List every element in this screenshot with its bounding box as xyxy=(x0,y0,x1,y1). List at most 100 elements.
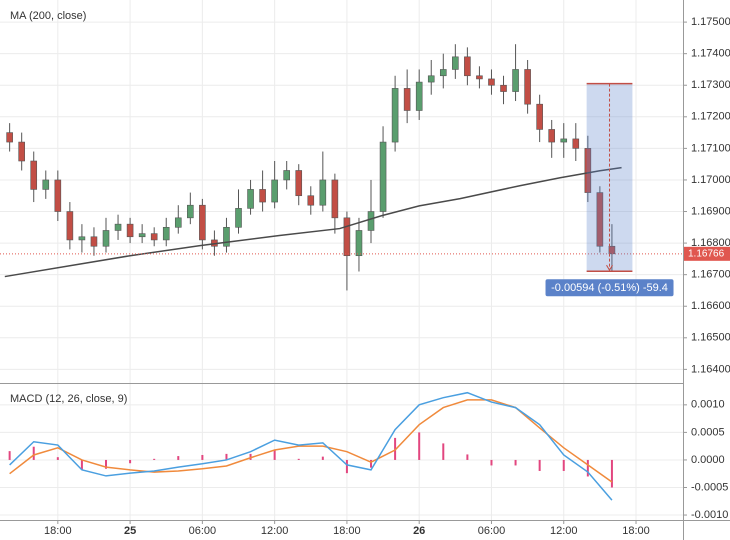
candle-body xyxy=(138,233,146,238)
histogram-bar xyxy=(129,459,132,464)
y-tick-label: 1.16800 xyxy=(691,237,730,249)
candle-body xyxy=(54,179,62,212)
x-tick-label: 25 xyxy=(124,525,136,537)
candle-body xyxy=(415,81,423,111)
histogram-bar xyxy=(225,453,228,460)
y-tick-label: -0.0005 xyxy=(691,481,728,493)
histogram-bar xyxy=(32,446,35,460)
y-tick-label: 1.16700 xyxy=(691,269,730,281)
candle-body xyxy=(18,141,25,162)
histogram-bar xyxy=(153,458,156,460)
candle-body xyxy=(548,129,556,143)
y-tick-label: 1.17100 xyxy=(691,142,730,154)
histogram-bar xyxy=(201,454,204,460)
candle-body xyxy=(488,78,495,86)
histogram-bar xyxy=(466,454,469,460)
candle-body xyxy=(271,179,278,203)
histogram-bar xyxy=(586,459,589,477)
candle-body xyxy=(66,211,74,241)
candle-body xyxy=(403,88,411,111)
measure-box xyxy=(586,83,633,272)
candle-body xyxy=(6,132,13,143)
candle-body xyxy=(259,189,266,203)
candle-body xyxy=(608,245,616,255)
last-price-label: 1.16766 xyxy=(688,248,725,259)
x-tick-label: 12:00 xyxy=(550,525,578,537)
x-tick-label: 12:00 xyxy=(261,525,289,537)
candle-body xyxy=(355,230,363,257)
y-tick-label: -0.0010 xyxy=(691,509,728,521)
candle-body xyxy=(572,138,580,149)
histogram-bar xyxy=(80,459,83,470)
candle-body xyxy=(78,236,86,241)
candle-body xyxy=(367,211,375,231)
candle-body xyxy=(187,204,194,219)
candle-body xyxy=(307,195,315,206)
candle-body xyxy=(223,227,230,247)
y-tick-label: 1.16900 xyxy=(691,205,730,217)
candle-body xyxy=(524,69,531,105)
y-tick-label: 0.0000 xyxy=(691,454,725,466)
candle-body xyxy=(283,170,290,181)
candle-body xyxy=(235,208,242,228)
candle-body xyxy=(476,75,483,80)
macd-line xyxy=(9,391,613,501)
candle-body xyxy=(452,56,459,70)
candle-body xyxy=(162,227,170,241)
candle-body xyxy=(90,236,98,247)
measure-label: -0.00594 (-0.51%) -59.4 xyxy=(551,282,668,294)
candle-body xyxy=(500,84,507,92)
candle-body xyxy=(379,141,387,212)
histogram-bar xyxy=(177,456,180,460)
x-tick-label: 18:00 xyxy=(333,525,361,537)
x-tick-label: 06:00 xyxy=(189,525,217,537)
x-tick-label: 18:00 xyxy=(622,525,650,537)
histogram-bar xyxy=(442,443,445,460)
candle-body xyxy=(199,204,206,241)
macd-legend: MACD (12, 26, close, 9) xyxy=(10,393,127,405)
candle-body xyxy=(42,179,50,190)
candle-body xyxy=(102,230,110,247)
histogram-bar xyxy=(418,432,421,460)
candle-body xyxy=(331,179,339,219)
histogram-bar xyxy=(370,459,373,468)
candle-body xyxy=(295,170,303,197)
x-tick-label: 18:00 xyxy=(44,525,72,537)
candle-body xyxy=(596,192,604,247)
candle-body xyxy=(439,69,447,77)
histogram-bar xyxy=(610,459,613,488)
histogram-bar xyxy=(273,450,276,460)
y-tick-label: 1.16400 xyxy=(691,363,730,375)
candle-body xyxy=(114,223,122,231)
candle-body xyxy=(174,217,182,228)
overlay-layer: 1.16766 -0.00594 (-0.51%) -59.4 xyxy=(0,82,730,297)
candle-body xyxy=(536,103,543,130)
candle-body xyxy=(560,138,568,143)
y-tick-label: 1.17400 xyxy=(691,48,730,60)
histogram-bar xyxy=(345,459,348,474)
histogram-bar xyxy=(321,456,324,460)
histogram-bar xyxy=(8,451,11,460)
y-tick-label: 0.0010 xyxy=(691,399,725,411)
measure-label-box xyxy=(545,279,674,297)
x-tick-label: 06:00 xyxy=(478,525,506,537)
candle-body xyxy=(391,88,399,143)
candle-body xyxy=(343,217,351,257)
y-tick-label: 1.17200 xyxy=(691,111,730,123)
candle-body xyxy=(584,148,592,193)
histogram-bar xyxy=(514,459,517,466)
y-tick-label: 1.17500 xyxy=(691,16,730,28)
candle-body xyxy=(150,233,158,241)
y-tick-label: 1.17300 xyxy=(691,79,730,91)
histogram-bar xyxy=(394,437,397,460)
ma-line xyxy=(4,166,622,278)
histogram-bar xyxy=(105,459,108,469)
x-tick-label: 26 xyxy=(413,525,425,537)
candle-body xyxy=(30,160,38,190)
y-tick-label: 0.0005 xyxy=(691,426,725,438)
histogram-bar xyxy=(249,453,252,460)
y-tick-label: 1.16600 xyxy=(691,300,730,312)
candle-body xyxy=(247,189,254,209)
